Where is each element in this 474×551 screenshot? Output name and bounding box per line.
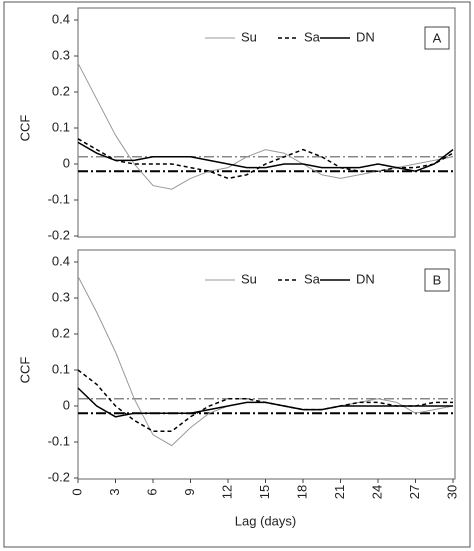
- y-axis-label: CCF: [17, 357, 32, 384]
- y-tick-label: 0: [63, 397, 70, 412]
- x-tick-label: 24: [369, 485, 384, 499]
- x-tick-label: 30: [444, 485, 459, 499]
- x-tick-label: 3: [107, 488, 122, 495]
- y-tick-label: 0.2: [52, 325, 70, 340]
- y-axis-label: CCF: [17, 115, 32, 142]
- y-tick-label: 0.4: [52, 253, 70, 268]
- outer-border: [3, 1, 471, 548]
- y-tick-label: -0.2: [48, 469, 70, 484]
- x-axis-label: Lag (days): [235, 513, 296, 528]
- legend-label: Su: [241, 29, 257, 44]
- y-tick-label: 0.1: [52, 119, 70, 134]
- x-tick-label: 9: [182, 488, 197, 495]
- x-tick-label: 27: [407, 485, 422, 499]
- plot-frame: [77, 7, 456, 238]
- y-tick-label: 0.4: [52, 11, 70, 26]
- legend-label: DN: [356, 271, 375, 286]
- series-line: [77, 138, 454, 180]
- panel-label: A: [433, 30, 442, 45]
- y-tick-label: 0.3: [52, 289, 70, 304]
- x-tick-label: 18: [294, 485, 309, 499]
- panel-label-box: [424, 26, 450, 50]
- series-line: [77, 387, 453, 418]
- legend-label: DN: [356, 29, 375, 44]
- y-tick-label: 0.2: [52, 83, 70, 98]
- x-tick-label: 15: [257, 485, 272, 499]
- y-tick-label: -0.1: [48, 433, 70, 448]
- series-line: [77, 141, 454, 172]
- legend-label: Sa: [304, 29, 321, 44]
- x-tick-label: 12: [219, 485, 234, 499]
- x-tick-label: 0: [69, 488, 84, 495]
- x-tick-label: 6: [144, 488, 159, 495]
- x-tick-label: 21: [332, 485, 347, 499]
- series-line: [77, 276, 454, 447]
- y-tick-label: -0.1: [48, 191, 70, 206]
- panel-label-box: [424, 268, 450, 292]
- y-tick-label: 0.3: [52, 47, 70, 62]
- legend-label: Sa: [304, 271, 321, 286]
- series-line: [77, 369, 453, 432]
- panel-label: B: [433, 272, 442, 287]
- plot-frame: [77, 249, 456, 480]
- y-tick-label: 0: [63, 155, 70, 170]
- y-tick-label: 0.1: [52, 361, 70, 376]
- y-tick-label: -0.2: [48, 227, 70, 242]
- legend-label: Su: [241, 271, 257, 286]
